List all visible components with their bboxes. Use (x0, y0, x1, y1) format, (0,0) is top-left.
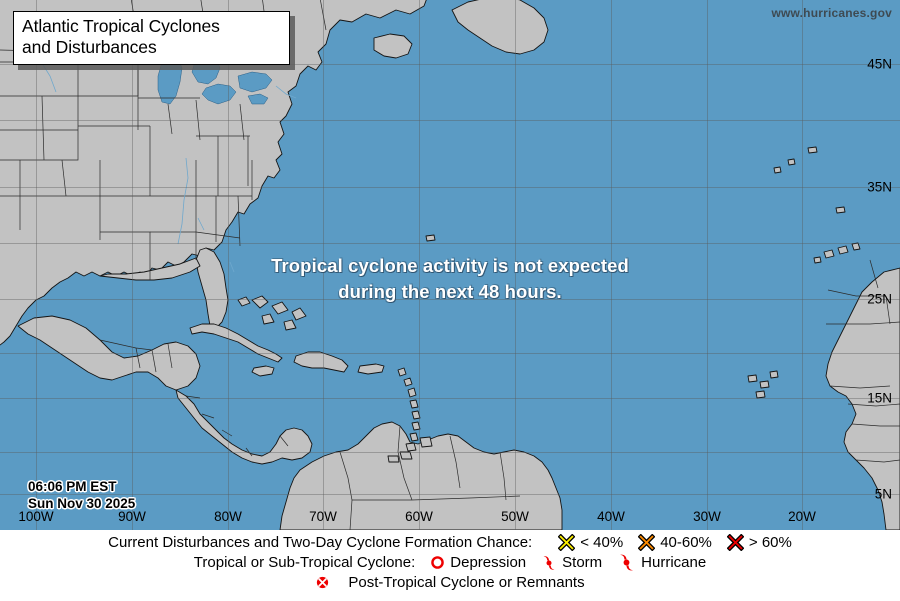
bermuda-island (425, 234, 436, 242)
gridline-lon-40w (611, 0, 612, 530)
south-america (279, 421, 563, 530)
legend-item-hurricane: Hurricane (617, 553, 706, 572)
lat-label-25n: 25N (867, 291, 892, 307)
trinidad-island (419, 436, 433, 448)
gridline-lon-100w (36, 0, 37, 530)
website-watermark[interactable]: www.hurricanes.gov (771, 6, 892, 20)
legend-depression-label: Depression (450, 554, 527, 571)
lat-label-15n: 15N (867, 390, 892, 406)
timestamp-date: Sun Nov 30 2025 (28, 496, 136, 511)
x-marker-yellow-icon (557, 533, 576, 552)
lat-label-45n: 45N (867, 56, 892, 72)
storm-spiral-icon (541, 555, 557, 571)
lon-label-40w: 40W (597, 509, 625, 524)
lon-label-80w: 80W (214, 509, 242, 524)
legend-item-chance-low: < 40% (557, 533, 624, 552)
x-marker-red-icon (726, 533, 745, 552)
legend-item-depression: Depression (430, 553, 526, 572)
cape-verde-islands (747, 370, 779, 399)
gridline-lat-25n (0, 299, 900, 300)
lat-label-5n: 5N (874, 486, 892, 502)
legend-item-chance-medium: 40-60% (637, 533, 712, 552)
legend-storm-label: Storm (562, 554, 603, 571)
landmasses (0, 0, 900, 530)
map-title-line-1: Atlantic Tropical Cyclones (22, 16, 220, 36)
lat-label-35n: 35N (867, 179, 892, 195)
mexico-yucatan (17, 315, 201, 391)
gridline-lat-5n (0, 494, 900, 495)
hispaniola-island (293, 351, 349, 373)
nova-scotia (373, 33, 413, 59)
central-america (175, 389, 313, 465)
legend-chance-high-label: > 60% (748, 534, 792, 551)
gridline-lon-80w (228, 0, 229, 530)
cuba-island (189, 323, 283, 363)
timestamp-time: 06:06 PM EST (28, 479, 117, 494)
gridline-lon-90w (132, 0, 133, 530)
legend-item-post-tropical: Post-Tropical Cyclone or Remnants (315, 573, 585, 592)
bahamas-islands (237, 295, 307, 331)
gridline-lon-50w (515, 0, 516, 530)
lon-label-20w: 20W (788, 509, 816, 524)
legend-hurricane-label: Hurricane (641, 554, 707, 571)
map-geography-svg (0, 0, 900, 530)
lon-label-30w: 30W (693, 509, 721, 524)
lon-label-60w: 60W (405, 509, 433, 524)
great-lakes (157, 53, 273, 105)
map-timestamp: 06:06 PM EST Sun Nov 30 2025 (28, 478, 135, 512)
legend-cyclone-type-label: Tropical or Sub-Tropical Cyclone: (193, 554, 416, 571)
canary-islands (813, 242, 861, 264)
lon-label-70w: 70W (309, 509, 337, 524)
gulf-coast (99, 257, 201, 281)
madeira-island (835, 206, 846, 214)
lesser-antilles-islands (387, 367, 421, 463)
gridline-lat-30n (0, 243, 900, 244)
gridline-lon-60w (419, 0, 420, 530)
gridline-lat-15n (0, 398, 900, 399)
map-title-line-2: and Disturbances (22, 37, 157, 57)
gridline-lon-70w (323, 0, 324, 530)
legend-row-post-tropical: Post-Tropical Cyclone or Remnants (0, 573, 900, 592)
legend-chance-low-label: < 40% (580, 534, 624, 551)
post-tropical-crossed-circle-icon (315, 575, 330, 590)
legend-formation-chance-label: Current Disturbances and Two-Day Cyclone… (108, 534, 533, 551)
depression-circle-icon (430, 555, 445, 570)
map-legend: Current Disturbances and Two-Day Cyclone… (0, 530, 900, 601)
azores-islands (773, 146, 818, 174)
hurricane-spiral-icon (617, 553, 636, 572)
legend-item-chance-high: > 60% (726, 533, 792, 552)
jamaica-island (251, 365, 275, 377)
newfoundland-island (451, 0, 549, 55)
map-title-box: Atlantic Tropical Cyclones and Disturban… (13, 11, 290, 65)
gridline-lat-10n (0, 452, 900, 453)
north-america-landmass (0, 0, 427, 346)
lon-label-90w: 90W (118, 509, 146, 524)
gridline-lat-40n (0, 120, 900, 121)
atlantic-basin-map[interactable]: Atlantic Tropical Cyclones and Disturban… (0, 0, 900, 530)
legend-row-formation-chance: Current Disturbances and Two-Day Cyclone… (0, 533, 900, 552)
puerto-rico-island (357, 363, 385, 375)
gridline-lon-20w (802, 0, 803, 530)
gridline-lat-45n (0, 64, 900, 65)
legend-row-cyclone-types: Tropical or Sub-Tropical Cyclone: Depres… (0, 553, 900, 572)
gridline-lon-30w (707, 0, 708, 530)
legend-item-storm: Storm (541, 553, 602, 572)
gridline-lat-20n (0, 353, 900, 354)
gridline-lat-35n (0, 187, 900, 188)
lon-label-100w: 100W (18, 509, 54, 524)
legend-chance-medium-label: 40-60% (660, 534, 712, 551)
legend-post-tropical-label: Post-Tropical Cyclone or Remnants (348, 574, 585, 591)
x-marker-orange-icon (637, 533, 656, 552)
lon-label-50w: 50W (501, 509, 529, 524)
